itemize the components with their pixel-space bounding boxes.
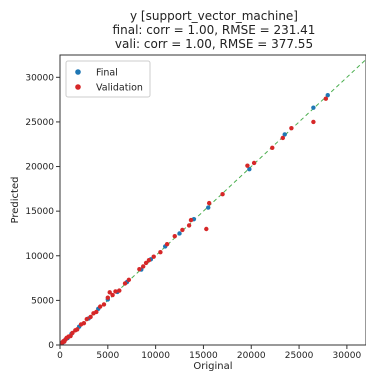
data-point — [75, 327, 80, 332]
data-point — [206, 205, 211, 210]
legend: Final Validation — [65, 60, 151, 98]
legend-box — [65, 60, 151, 98]
data-point — [117, 288, 122, 293]
data-point — [323, 96, 329, 101]
data-point — [186, 223, 192, 228]
data-point — [311, 105, 316, 110]
data-point — [251, 160, 257, 166]
y-tick-label: 30000 — [25, 73, 54, 83]
title-line: y [support_vector_machine] — [130, 9, 298, 23]
y-tick-label: 20000 — [25, 163, 54, 173]
data-point — [172, 233, 177, 239]
series-validation — [60, 96, 329, 345]
data-point — [325, 92, 330, 98]
data-point — [122, 281, 128, 286]
data-point — [270, 145, 275, 150]
data-point — [105, 295, 111, 300]
data-point — [101, 302, 107, 307]
data-point — [110, 292, 115, 298]
data-point — [70, 330, 75, 336]
x-tick-label: 20000 — [237, 351, 266, 361]
data-point — [146, 258, 152, 263]
data-point — [247, 167, 252, 172]
data-point — [289, 125, 294, 131]
legend-label: Final — [96, 68, 118, 79]
data-point — [164, 241, 170, 247]
x-axis-label: Original — [193, 361, 232, 371]
data-point — [126, 277, 132, 283]
data-point — [188, 217, 194, 223]
chart-title: y [support_vector_machine]final: corr = … — [113, 9, 316, 51]
data-point — [282, 132, 287, 137]
data-point — [245, 163, 250, 168]
data-point — [206, 200, 212, 206]
data-point — [280, 135, 286, 141]
data-point — [158, 250, 163, 255]
data-point — [177, 231, 182, 236]
data-point — [151, 254, 156, 259]
reference-line — [60, 59, 366, 345]
data-point — [107, 290, 112, 295]
data-point — [180, 227, 185, 233]
plot-frame — [59, 54, 366, 346]
title-line: final: corr = 1.00, RMSE = 231.41 — [113, 23, 316, 37]
data-point — [140, 264, 146, 269]
data-point — [137, 266, 142, 272]
plot-contents — [60, 59, 366, 345]
x-tick-label: 5000 — [96, 351, 119, 361]
data-point — [204, 226, 209, 232]
x-tick-label: 10000 — [141, 351, 170, 361]
data-point — [113, 289, 118, 294]
x-tick-label: 25000 — [285, 351, 314, 361]
data-point — [143, 260, 149, 266]
x-tick-label: 30000 — [333, 351, 362, 361]
y-axis-label: Predicted — [10, 177, 21, 224]
y-tick-label: 5000 — [31, 296, 54, 306]
data-point — [88, 314, 93, 320]
data-point — [311, 119, 316, 125]
legend-marker — [75, 69, 81, 75]
data-point — [220, 192, 225, 197]
axes: 0 5000 10000 15000 20000 25000 30000 0 5000 10000… — [25, 54, 366, 361]
x-tick-label: 15000 — [189, 351, 218, 361]
plot-area — [60, 59, 366, 345]
y-tick-label: 15000 — [25, 207, 54, 217]
y-tick-label: 0 — [48, 341, 54, 351]
data-point — [84, 316, 89, 322]
x-tick-label: 0 — [57, 351, 63, 361]
legend-label: Validation — [96, 83, 143, 94]
data-point — [97, 304, 103, 309]
y-tick-label: 10000 — [25, 252, 54, 262]
data-point — [81, 320, 87, 326]
legend-marker — [75, 84, 81, 90]
title-line: vali: corr = 1.00, RMSE = 377.55 — [115, 37, 313, 51]
data-point — [94, 309, 99, 315]
y-tick-label: 25000 — [25, 118, 54, 128]
